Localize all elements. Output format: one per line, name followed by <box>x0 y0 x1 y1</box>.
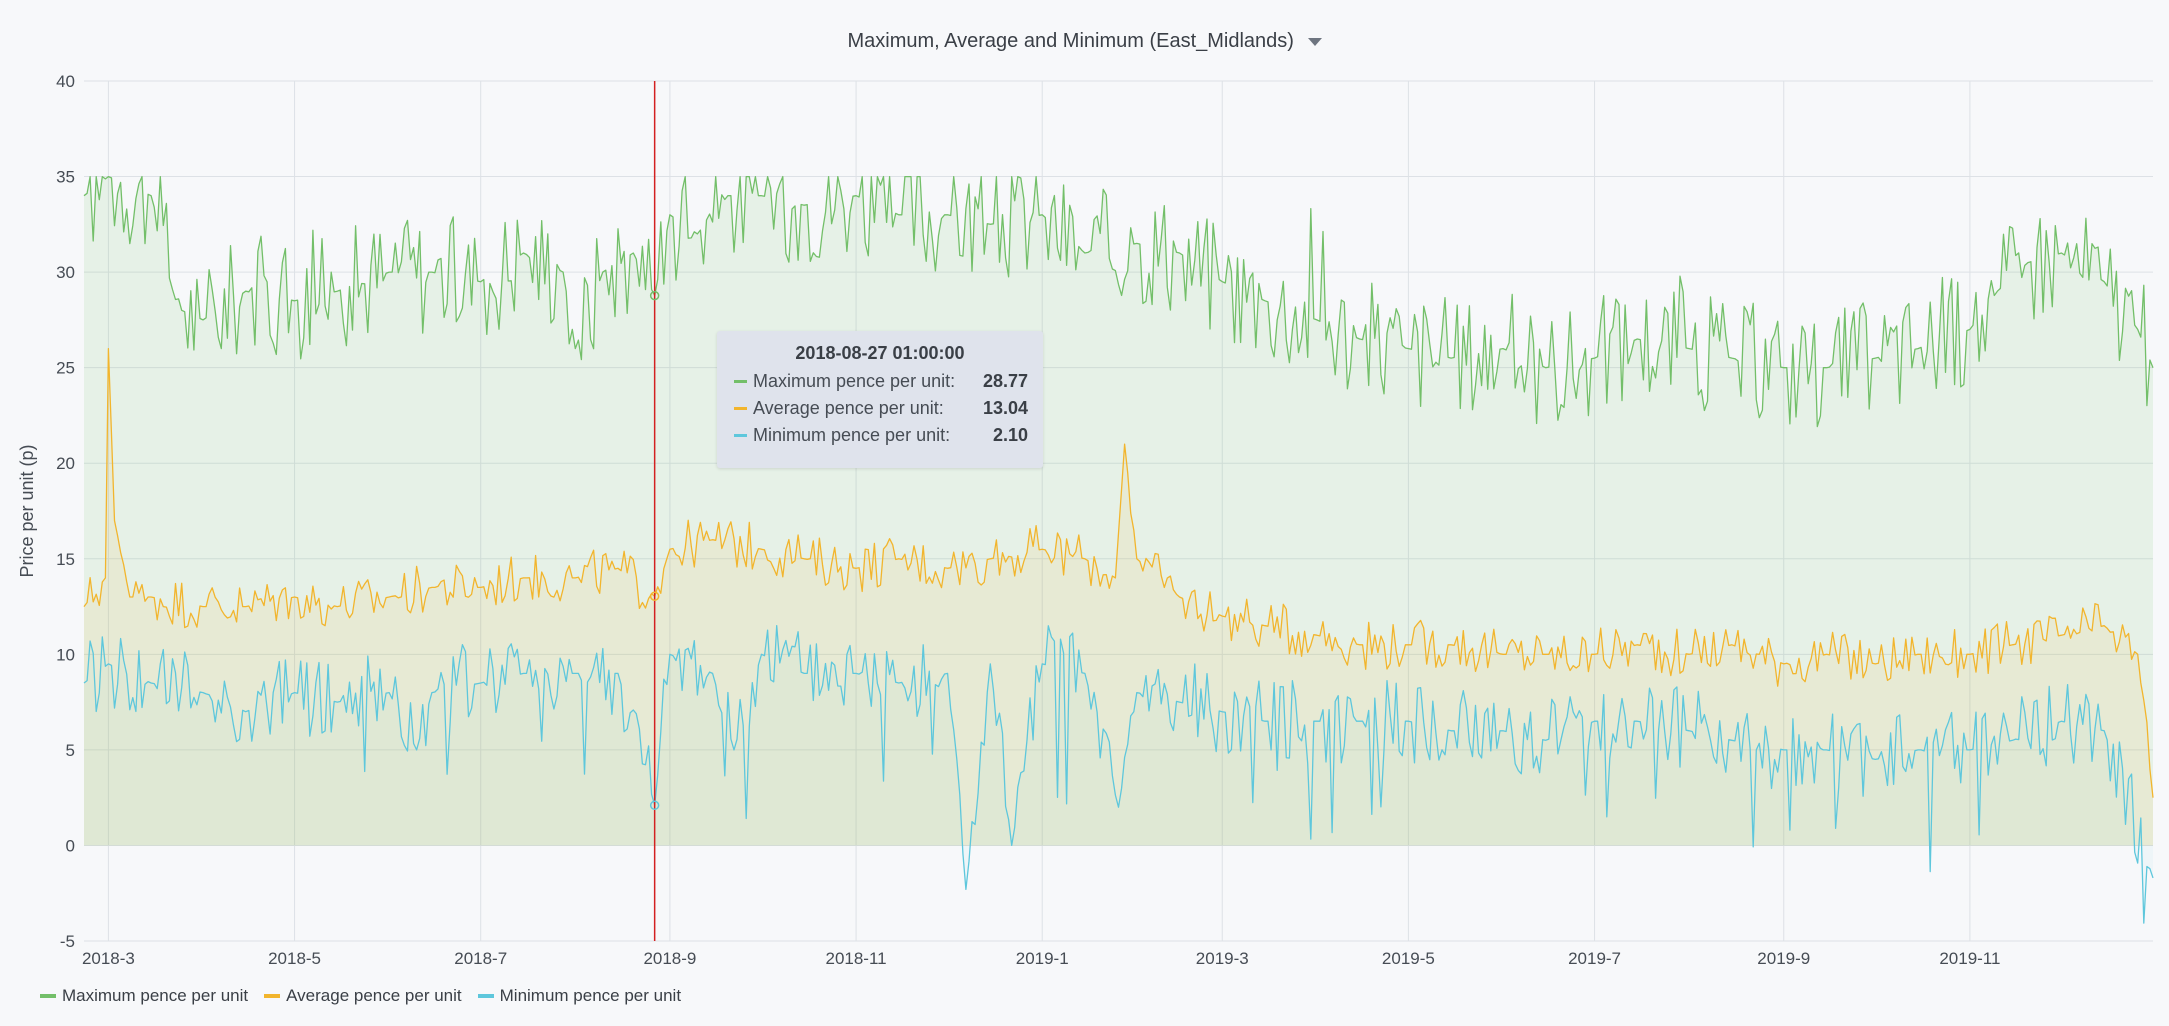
tooltip-value: 28.77 <box>982 370 1028 391</box>
series-swatch <box>734 406 747 410</box>
legend-swatch <box>477 994 494 998</box>
tooltip-row: Average pence per unit: 13.04 <box>734 396 1028 420</box>
x-axis: 2018-3 2018-5 2018-7 2018-9 2018-11 2019-1 201… <box>82 949 2001 968</box>
x-tick-label: 2018-7 <box>454 949 507 968</box>
x-tick-label: 2019-7 <box>1568 949 1621 968</box>
y-tick-label: 40 <box>56 72 75 91</box>
grid-lines <box>84 80 2153 942</box>
legend-label: Average pence per unit <box>286 986 462 1005</box>
tooltip-value: 13.04 <box>982 397 1028 418</box>
legend-swatch <box>264 994 281 998</box>
legend-item[interactable]: Maximum pence per unit <box>40 986 248 1006</box>
hover-point <box>649 290 660 301</box>
y-tick-label: 15 <box>56 550 75 569</box>
y-tick-label: 30 <box>56 263 75 282</box>
y-axis: -5 0 5 10 15 20 25 30 35 40 <box>56 72 75 951</box>
y-tick-label: 5 <box>66 741 75 760</box>
series-swatch <box>734 433 747 437</box>
chevron-down-icon[interactable] <box>1307 37 1322 46</box>
x-tick-label: 2018-11 <box>825 949 886 968</box>
tooltip-label: Average pence per unit: <box>753 397 944 418</box>
tooltip-row: Maximum pence per unit: 28.77 <box>734 369 1028 393</box>
x-tick-label: 2019-5 <box>1382 949 1435 968</box>
series-area <box>84 625 2153 924</box>
y-tick-label: 25 <box>56 359 75 378</box>
series-line <box>83 175 2154 428</box>
legend: Maximum pence per unit Average pence per … <box>40 986 681 1006</box>
legend-swatch <box>40 994 56 998</box>
x-tick-label: 2019-3 <box>1196 949 1249 968</box>
series-swatch <box>734 379 747 383</box>
y-tick-label: -5 <box>60 932 75 951</box>
series-area <box>84 176 2153 846</box>
y-axis-label: Price per unit (p) <box>17 444 37 577</box>
hover-tooltip: 2018-08-27 01:00:00 Maximum pence per un… <box>717 331 1043 468</box>
tooltip-label: Maximum pence per unit: <box>753 370 956 391</box>
y-tick-label: 0 <box>66 836 75 855</box>
legend-label: Minimum pence per unit <box>499 986 682 1005</box>
y-tick-label: 20 <box>56 454 75 473</box>
hover-point <box>649 800 660 811</box>
tooltip-time: 2018-08-27 01:00:00 <box>795 343 965 363</box>
legend-label: Maximum pence per unit <box>62 986 249 1005</box>
legend-item[interactable]: Minimum pence per unit <box>477 986 682 1006</box>
series-areas <box>84 176 2153 924</box>
series-line <box>83 347 2154 798</box>
x-tick-label: 2019-1 <box>1016 949 1069 968</box>
panel-title-text: Maximum, Average and Minimum (East_Midla… <box>847 30 1294 52</box>
series-line <box>83 624 2154 924</box>
tooltip-row: Minimum pence per unit: 2.10 <box>734 423 1028 447</box>
x-tick-label: 2019-9 <box>1757 949 1810 968</box>
hover-points <box>649 290 660 811</box>
y-tick-label: 10 <box>56 645 75 664</box>
series-lines <box>83 175 2154 924</box>
x-tick-label: 2018-3 <box>82 949 135 968</box>
legend-item[interactable]: Average pence per unit <box>264 986 462 1006</box>
tooltip-value: 2.10 <box>992 424 1028 445</box>
y-tick-label: 35 <box>56 168 75 187</box>
x-tick-label: 2019-11 <box>1939 949 2000 968</box>
x-tick-label: 2018-5 <box>268 949 321 968</box>
panel-title[interactable]: Maximum, Average and Minimum (East_Midla… <box>0 30 2169 53</box>
tooltip-label: Minimum pence per unit: <box>753 424 951 445</box>
x-tick-label: 2018-9 <box>643 949 696 968</box>
hover-point <box>649 591 660 601</box>
